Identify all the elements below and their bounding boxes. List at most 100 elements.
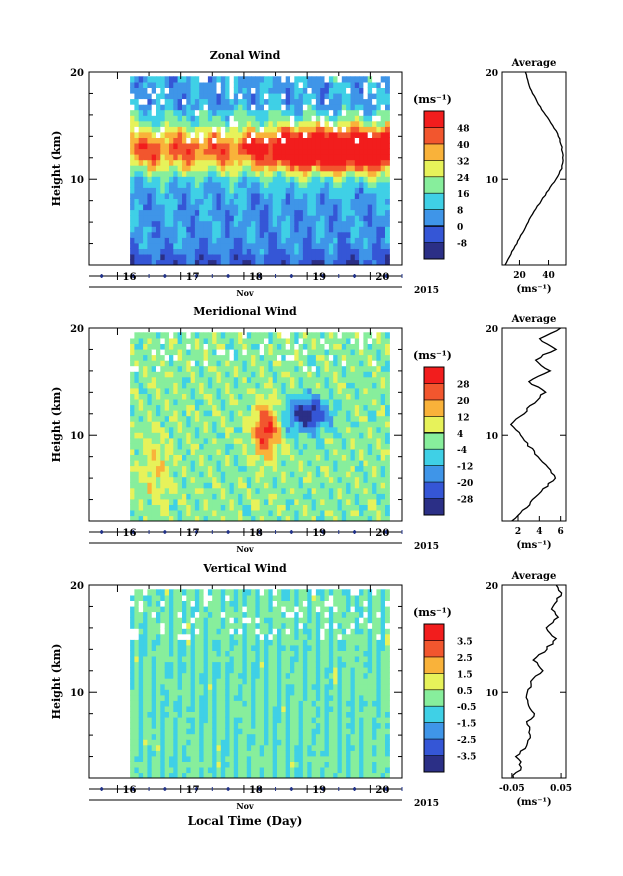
field-cell bbox=[138, 437, 144, 444]
field-cell bbox=[380, 348, 386, 356]
field-cell bbox=[190, 728, 196, 735]
field-cell bbox=[367, 382, 373, 389]
field-cell bbox=[220, 348, 226, 356]
field-cell bbox=[229, 498, 235, 505]
field-cell bbox=[255, 376, 261, 383]
colorbar-label: 24 bbox=[457, 174, 470, 184]
field-cell bbox=[290, 498, 295, 505]
field-cell bbox=[333, 220, 339, 227]
field-cell bbox=[294, 109, 300, 116]
field-cell bbox=[203, 650, 209, 657]
field-cell bbox=[281, 410, 287, 417]
field-cell bbox=[194, 259, 200, 265]
field-cell bbox=[216, 348, 222, 356]
field-cell bbox=[164, 437, 170, 444]
field-cell bbox=[216, 98, 222, 105]
field-cell bbox=[229, 259, 235, 265]
field-cell bbox=[363, 170, 369, 177]
field-cell bbox=[156, 504, 161, 511]
field-cell bbox=[160, 611, 166, 618]
field-cell bbox=[285, 76, 291, 83]
field-cell bbox=[207, 605, 213, 613]
field-cell bbox=[307, 360, 313, 367]
field-cell bbox=[380, 259, 386, 265]
field-cell bbox=[156, 448, 161, 455]
field-cell bbox=[328, 165, 334, 172]
field-cell bbox=[203, 259, 209, 265]
field-cell bbox=[346, 98, 351, 105]
field-cell bbox=[203, 120, 209, 127]
field-cell bbox=[277, 354, 282, 361]
field-cell bbox=[385, 215, 390, 222]
field-cell bbox=[130, 667, 135, 674]
field-cell bbox=[151, 148, 157, 155]
field-cell bbox=[251, 454, 256, 461]
field-cell bbox=[216, 220, 222, 227]
field-cell bbox=[320, 498, 326, 505]
field-cell bbox=[207, 705, 213, 712]
field-cell bbox=[376, 509, 382, 517]
field-cell bbox=[147, 487, 153, 494]
field-cell bbox=[130, 371, 135, 378]
field-cell bbox=[277, 120, 282, 127]
field-cell bbox=[212, 332, 218, 339]
field-cell bbox=[177, 237, 183, 244]
field-cell bbox=[268, 376, 274, 383]
field-cell bbox=[320, 376, 326, 383]
field-cell bbox=[359, 203, 364, 211]
field-cell bbox=[186, 376, 192, 383]
field-cell bbox=[346, 337, 351, 344]
field-cell bbox=[169, 633, 174, 640]
field-cell bbox=[354, 142, 360, 150]
field-cell bbox=[160, 750, 166, 757]
field-cell bbox=[307, 87, 313, 94]
field-cell bbox=[354, 259, 360, 265]
field-cell bbox=[328, 398, 334, 406]
field-cell bbox=[238, 126, 243, 133]
field-cell bbox=[216, 766, 222, 774]
field-cell bbox=[160, 410, 166, 417]
field-cell bbox=[324, 371, 330, 378]
field-cell bbox=[203, 387, 209, 394]
field-cell bbox=[182, 750, 187, 757]
field-cell bbox=[138, 733, 144, 740]
field-cell bbox=[186, 415, 192, 422]
field-cell bbox=[173, 115, 179, 122]
field-cell bbox=[177, 722, 183, 729]
field-cell bbox=[134, 750, 140, 757]
field-cell bbox=[277, 109, 282, 116]
field-cell bbox=[242, 248, 248, 255]
field-cell bbox=[212, 81, 218, 88]
field-cell bbox=[182, 421, 187, 428]
field-cell bbox=[242, 231, 248, 238]
field-cell bbox=[302, 343, 308, 350]
field-cell bbox=[199, 459, 205, 467]
field-cell bbox=[212, 131, 218, 138]
field-cell bbox=[207, 248, 213, 255]
field-cell bbox=[264, 382, 269, 389]
field-cell bbox=[255, 137, 261, 144]
field-cell bbox=[238, 198, 243, 205]
field-cell bbox=[367, 360, 373, 367]
field-cell bbox=[242, 454, 248, 461]
field-cell bbox=[130, 126, 135, 133]
field-cell bbox=[199, 76, 205, 83]
field-cell bbox=[354, 87, 360, 94]
field-cell bbox=[151, 242, 157, 249]
field-cell bbox=[225, 465, 231, 472]
field-cell bbox=[307, 126, 313, 133]
field-cell bbox=[380, 248, 386, 255]
colorbar-label: -4 bbox=[457, 446, 467, 456]
field-cell bbox=[363, 343, 369, 350]
field-cell bbox=[290, 159, 295, 166]
field-cell bbox=[290, 509, 295, 517]
field-cell bbox=[302, 98, 308, 105]
field-cell bbox=[285, 159, 291, 166]
field-cell bbox=[160, 426, 166, 433]
field-cell bbox=[242, 176, 248, 183]
field-cell bbox=[220, 515, 226, 521]
field-cell bbox=[298, 509, 304, 517]
field-cell bbox=[328, 76, 334, 83]
field-cell bbox=[259, 459, 265, 467]
field-cell bbox=[246, 398, 252, 406]
